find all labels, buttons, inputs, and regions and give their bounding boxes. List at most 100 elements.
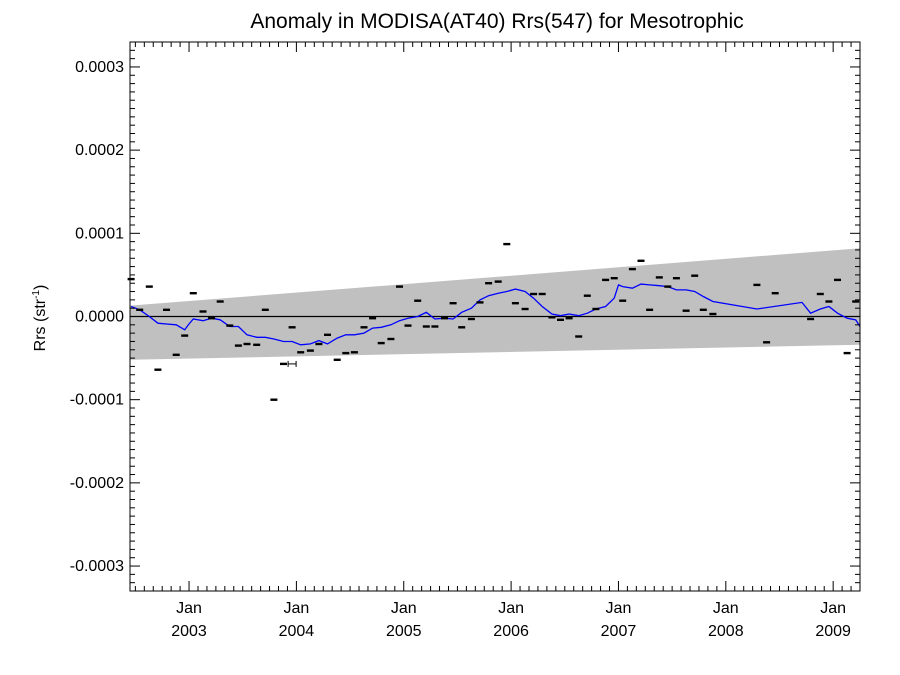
y-axis-label-close: ): [32, 285, 49, 290]
data-point: [280, 362, 287, 366]
data-point: [369, 317, 377, 320]
data-point: [226, 324, 234, 327]
data-point: [610, 277, 618, 280]
data-point: [476, 301, 484, 304]
error-bar-point: [287, 360, 297, 367]
data-point: [664, 285, 672, 288]
data-point: [216, 300, 224, 303]
data-point: [387, 337, 395, 341]
data-point: [548, 316, 556, 319]
data-point: [306, 349, 314, 352]
data-point: [350, 351, 358, 354]
data-point: [575, 335, 583, 338]
data-point: [646, 308, 654, 311]
data-point: [807, 317, 815, 321]
data-point: [458, 326, 466, 329]
data-point: [494, 280, 502, 283]
data-point: [709, 312, 717, 316]
x-tick-year-label: 2004: [279, 623, 315, 640]
data-point: [234, 344, 242, 347]
data-point: [414, 299, 422, 302]
data-point: [154, 368, 162, 371]
data-point: [172, 353, 180, 356]
data-point: [825, 300, 833, 303]
data-point: [628, 267, 636, 271]
data-point: [324, 333, 331, 336]
data-point: [771, 292, 779, 295]
y-tick-label: -0.0002: [70, 475, 124, 492]
data-point: [763, 341, 771, 344]
data-point: [655, 276, 663, 279]
data-point: [243, 342, 251, 346]
y-axis-label: Rrs (str-1): [31, 285, 49, 352]
data-point: [511, 302, 519, 305]
y-axis-label-superscript: -1: [31, 290, 42, 299]
y-tick-label: 0.0001: [75, 225, 124, 242]
data-point: [816, 292, 824, 296]
x-tick-month-label: Jan: [283, 600, 309, 617]
data-point: [602, 278, 610, 282]
data-point: [485, 282, 493, 285]
x-tick-year-label: 2008: [708, 623, 744, 640]
x-tick-year-label: 2003: [171, 623, 207, 640]
x-tick-year-label: 2006: [493, 623, 529, 640]
x-tick-month-label: Jan: [498, 600, 524, 617]
y-tick-label: 0.0000: [75, 309, 124, 326]
data-point: [530, 292, 538, 296]
y-axis-label-main: Rrs (str: [32, 298, 49, 351]
data-point: [619, 299, 627, 302]
y-axis-ticks: 0.0003 0.0002 0.0001 0.0000 -0.0001 -0.0002 -0…: [70, 41, 860, 592]
data-point: [253, 343, 261, 346]
y-tick-label: 0.0003: [75, 59, 124, 76]
data-point: [208, 317, 216, 320]
data-point: [557, 318, 564, 321]
data-point: [342, 351, 350, 355]
data-point: [672, 277, 680, 280]
x-tick-month-label: Jan: [606, 600, 632, 617]
data-point: [682, 309, 690, 312]
data-point: [288, 326, 296, 329]
data-point: [467, 317, 475, 321]
data-point: [565, 317, 573, 320]
data-point: [637, 259, 645, 262]
data-point: [441, 317, 448, 320]
chart-title: Anomaly in MODISA(AT40) Rrs(547) for Mes…: [250, 10, 743, 33]
data-point: [843, 351, 851, 355]
data-point: [521, 307, 529, 311]
data-point: [261, 308, 269, 311]
data-point: [431, 325, 439, 328]
data-point: [396, 285, 403, 288]
data-point: [538, 292, 546, 296]
x-tick-month-label: Jan: [176, 600, 202, 617]
plot-area: [127, 242, 861, 401]
x-tick-year-label: 2009: [815, 623, 851, 640]
y-tick-label: 0.0002: [75, 142, 124, 159]
x-tick-year-label: 2005: [386, 623, 422, 640]
data-point: [360, 326, 368, 329]
data-point: [333, 358, 341, 361]
data-point: [315, 342, 323, 346]
data-point: [181, 334, 189, 337]
x-tick-month-label: Jan: [391, 600, 417, 617]
y-tick-label: -0.0001: [70, 392, 124, 409]
data-point: [753, 283, 761, 287]
data-point: [136, 308, 144, 311]
data-point: [127, 277, 135, 281]
error-bar-points: [287, 360, 297, 367]
data-point: [503, 242, 511, 246]
x-axis-ticks: Jan 2003 Jan 2004 Jan 2005 Jan 2006 Jan 2007 Jan 20…: [134, 42, 861, 640]
data-points: [127, 242, 860, 401]
x-tick-month-label: Jan: [713, 600, 739, 617]
x-tick-month-label: Jan: [820, 600, 846, 617]
x-tick-year-label: 2007: [601, 623, 637, 640]
series-line: [130, 283, 861, 346]
data-point: [592, 307, 600, 311]
data-point: [834, 278, 841, 282]
y-tick-label: -0.0003: [70, 558, 124, 575]
data-point: [699, 308, 707, 311]
data-point: [199, 310, 207, 313]
data-point: [583, 294, 591, 297]
data-point: [691, 274, 699, 277]
data-point: [404, 324, 412, 327]
